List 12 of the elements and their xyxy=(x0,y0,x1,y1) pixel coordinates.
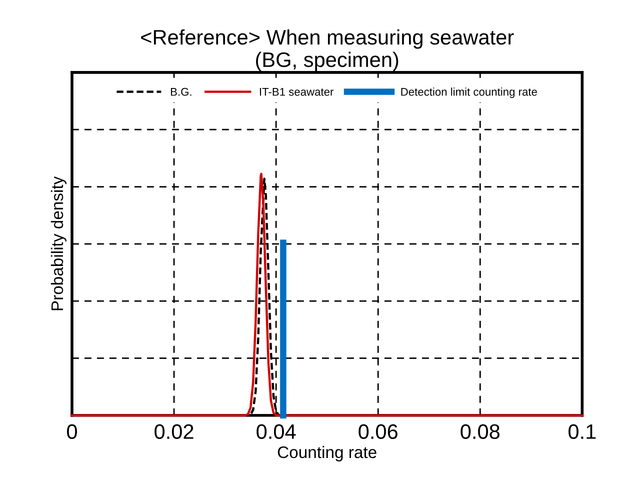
legend-label: B.G. xyxy=(170,88,192,96)
x-axis-title: Counting rate xyxy=(278,446,376,462)
y-axis-title: Probability density xyxy=(50,176,66,310)
x-tick-label: 0.06 xyxy=(358,424,398,440)
chart-title: <Reference> When measuring seawater (BG, specimen) xyxy=(141,29,514,72)
legend-label: IT-B1 seawater xyxy=(260,88,334,96)
legend-label: Detection limit counting rate xyxy=(401,88,537,98)
x-tick-label: 0.04 xyxy=(256,424,296,440)
x-tick-label: 0 xyxy=(67,424,77,440)
x-tick-label: 0.02 xyxy=(154,424,194,440)
x-tick-label: 0.1 xyxy=(568,424,596,440)
x-tick-label: 0.08 xyxy=(460,424,500,440)
